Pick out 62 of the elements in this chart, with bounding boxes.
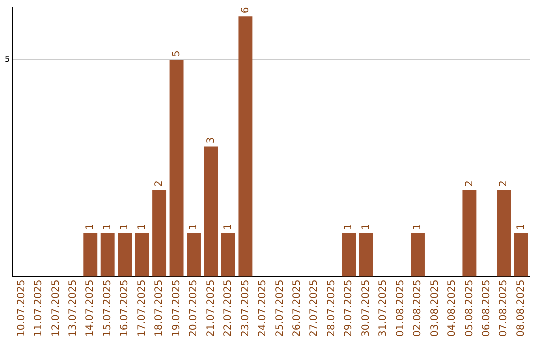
x-tick-label: 04.08.2025 bbox=[447, 280, 458, 338]
data-label: 1 bbox=[120, 224, 131, 230]
x-tick-label: 23.07.2025 bbox=[240, 280, 252, 338]
x-tick-label: 03.08.2025 bbox=[430, 280, 441, 338]
x-tick-label: 10.07.2025 bbox=[16, 280, 28, 338]
x-tick-label: 02.08.2025 bbox=[412, 280, 424, 338]
x-tick-label: 24.07.2025 bbox=[258, 280, 269, 338]
bar bbox=[411, 233, 425, 277]
x-tick-label: 28.07.2025 bbox=[326, 280, 338, 338]
x-tick-label: 01.08.2025 bbox=[395, 280, 406, 338]
bar bbox=[238, 16, 253, 277]
data-label: 1 bbox=[85, 224, 96, 230]
x-tick-label: 12.07.2025 bbox=[50, 280, 62, 338]
data-label: 5 bbox=[171, 50, 182, 58]
data-label: 2 bbox=[464, 180, 476, 188]
bar bbox=[187, 233, 201, 277]
x-tick-label: 19.07.2025 bbox=[171, 280, 182, 338]
bar bbox=[84, 233, 98, 277]
data-label: 1 bbox=[412, 224, 424, 230]
data-label: 1 bbox=[344, 224, 355, 230]
data-label: 2 bbox=[154, 180, 166, 188]
bar bbox=[152, 190, 167, 277]
bar bbox=[342, 233, 356, 277]
x-tick-label: 14.07.2025 bbox=[85, 280, 96, 338]
bar bbox=[100, 233, 115, 277]
x-tick-label: 27.07.2025 bbox=[309, 280, 320, 338]
x-tick-label: 17.07.2025 bbox=[136, 280, 148, 338]
x-tick-label: 05.08.2025 bbox=[464, 280, 476, 338]
data-label: 3 bbox=[206, 137, 217, 144]
x-tick-label: 30.07.2025 bbox=[360, 280, 372, 338]
x-tick-label: 18.07.2025 bbox=[154, 280, 166, 338]
x-tick-label: 16.07.2025 bbox=[120, 280, 131, 338]
bar bbox=[497, 190, 512, 277]
x-tick-label: 29.07.2025 bbox=[344, 280, 355, 338]
data-label: 1 bbox=[223, 224, 234, 230]
bar bbox=[170, 60, 184, 277]
x-tick-label: 25.07.2025 bbox=[274, 280, 286, 338]
data-label: 1 bbox=[102, 224, 114, 230]
x-tick-label: 08.08.2025 bbox=[516, 280, 527, 338]
data-label: 1 bbox=[516, 224, 527, 230]
x-tick-label: 07.08.2025 bbox=[498, 280, 510, 338]
bar bbox=[359, 233, 374, 277]
data-label: 1 bbox=[360, 224, 372, 230]
bar bbox=[221, 233, 236, 277]
x-tick-label: 11.07.2025 bbox=[34, 280, 45, 338]
x-tick-label: 26.07.2025 bbox=[292, 280, 303, 338]
data-label: 2 bbox=[498, 180, 510, 188]
x-tick-label: 15.07.2025 bbox=[102, 280, 114, 338]
data-label: 1 bbox=[188, 224, 200, 230]
x-tick-label: 06.08.2025 bbox=[482, 280, 493, 338]
x-tick-label: 13.07.2025 bbox=[68, 280, 79, 338]
bar bbox=[118, 233, 132, 277]
data-label: 6 bbox=[240, 7, 252, 14]
x-tick-label: 22.07.2025 bbox=[223, 280, 234, 338]
bar bbox=[462, 190, 477, 277]
x-tick-label: 21.07.2025 bbox=[206, 280, 217, 338]
x-tick-label: 31.07.2025 bbox=[378, 280, 390, 338]
bar bbox=[135, 233, 150, 277]
bar bbox=[514, 233, 528, 277]
bar bbox=[204, 146, 218, 277]
x-tick-label: 20.07.2025 bbox=[188, 280, 200, 338]
data-label: 1 bbox=[136, 224, 148, 230]
